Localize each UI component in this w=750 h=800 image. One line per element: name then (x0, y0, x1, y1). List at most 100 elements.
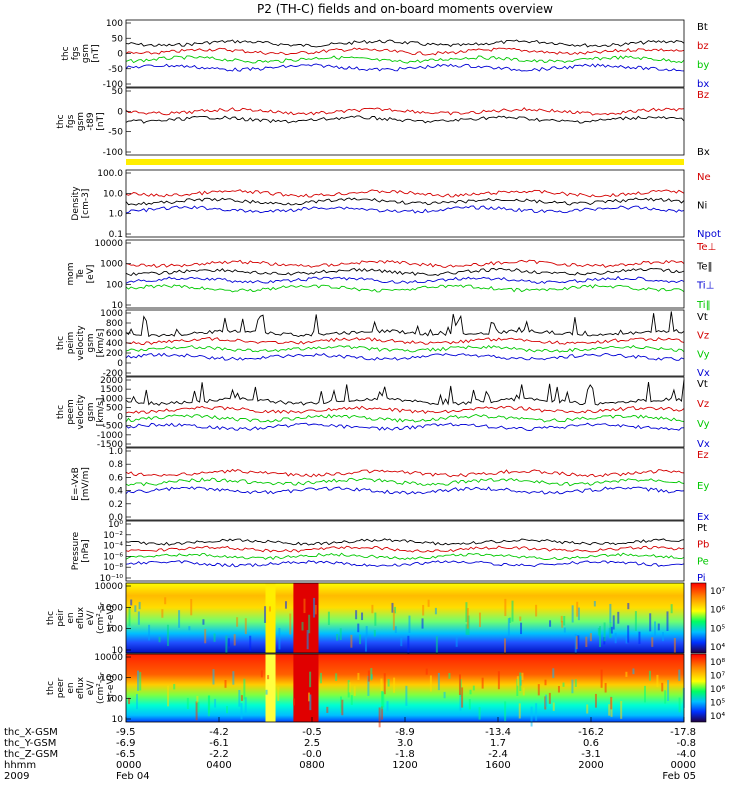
spectrogram-cell (422, 604, 425, 616)
colorbar-tick-label: 10⁸ (710, 658, 725, 668)
spectrogram-cell (309, 671, 312, 688)
y-tick-label: 200 (106, 349, 123, 359)
y-axis-label: eflux (76, 606, 86, 629)
x-tick-label: -6.1 (209, 738, 229, 749)
y-axis-label: thc (61, 46, 71, 60)
y-axis-label: gsm (81, 44, 91, 63)
spectrogram-cell (371, 604, 374, 614)
spectrogram-cell (224, 680, 227, 688)
spectrogram-cell (240, 703, 243, 720)
figure-title: P2 (TH-C) fields and on-board moments ov… (257, 2, 553, 16)
spectrogram-cell (405, 685, 408, 706)
panel-6 (125, 376, 685, 448)
spectrogram-cell (353, 686, 356, 696)
spectrogram-cell (571, 605, 574, 623)
spectrogram-cell (233, 634, 236, 646)
panel-3 (125, 169, 685, 238)
legend-Ex: Ex (697, 512, 709, 523)
spectrogram-cell (604, 682, 607, 693)
x-tick-label: -16.2 (578, 727, 604, 738)
spectrogram-cell (340, 696, 343, 713)
colorbar-tick-label: 10⁷ (710, 672, 725, 682)
spectrogram-cell (421, 618, 424, 629)
spectrogram-cell (651, 637, 654, 647)
spectrogram-cell (232, 671, 235, 685)
spectrogram-cell (455, 637, 458, 647)
spectrogram-cell (478, 612, 481, 628)
spectrogram-cell (392, 610, 395, 631)
spectrogram-cell (370, 668, 373, 681)
series-line-Vz (125, 337, 685, 345)
panel-frame (125, 169, 685, 238)
y-tick-label: 0 (117, 413, 123, 423)
y-tick-label: 0.4 (109, 487, 124, 497)
y-axis-label: gsm (86, 402, 96, 421)
x-tick-label: -9.5 (116, 727, 136, 738)
spectrogram-cell (549, 620, 552, 627)
legend-Te⊥: Te⊥ (696, 242, 716, 253)
spectrogram-cell (638, 631, 641, 644)
legend-Ne: Ne (697, 172, 711, 183)
spectrogram-cell (186, 697, 189, 710)
spectrogram-cell (548, 692, 551, 704)
spectrogram-cell (136, 694, 139, 710)
y-tick-label: 10⁻⁸ (103, 563, 123, 573)
spectrogram-cell (326, 706, 329, 713)
spectrogram-cell (437, 672, 440, 691)
series-line-Pb (125, 545, 685, 553)
y-tick-label: 100 (106, 625, 123, 635)
y-axis-label: Density (71, 186, 81, 221)
y-axis-label: [km/s] (96, 398, 106, 427)
panel-frame (125, 520, 685, 582)
y-tick-label: 600 (106, 329, 123, 339)
y-tick-label: 10000 (94, 239, 123, 249)
y-tick-label: 2000 (100, 376, 123, 386)
spectrogram-cell (530, 706, 533, 727)
y-axis-label: fgs (71, 46, 81, 60)
series-line-Ey (125, 477, 685, 487)
y-tick-label: 10.0 (103, 189, 123, 199)
y-tick-label: 0 (117, 107, 123, 117)
spectrogram-cell (214, 698, 217, 708)
y-tick-label: 1000 (100, 674, 123, 684)
y-axis-label: Te (76, 269, 86, 280)
panel-5 (125, 309, 685, 377)
series-line-Ti⊥ (125, 275, 685, 284)
y-axis-label: sr-eV) (106, 675, 116, 701)
y-tick-label: 800 (106, 319, 123, 329)
spectrogram-cell (339, 628, 342, 641)
y-axis-label: (cm²-s- (96, 672, 106, 704)
spectrogram-cell (309, 694, 312, 711)
spectrogram-cell (227, 638, 230, 647)
spectrogram-cell (381, 706, 384, 720)
y-tick-label: 0.6 (109, 473, 124, 483)
spectrogram-cell (243, 678, 246, 700)
spectrogram-cell (249, 635, 252, 651)
legend-Bz: Bz (697, 90, 709, 101)
panel-frame (125, 447, 685, 521)
legend-Vz: Vz (697, 399, 709, 410)
spectrogram-cell (648, 670, 651, 681)
legend-by: by (697, 60, 709, 71)
x-tick-label: -0.8 (676, 738, 696, 749)
spectrogram-cell (394, 606, 397, 614)
spectrogram-cell (472, 685, 475, 691)
x-tick-label: 2.5 (304, 738, 320, 749)
spectrogram-cell (391, 602, 394, 613)
spectrogram-cell (207, 695, 210, 717)
legend-Ti⊥: Ti⊥ (696, 281, 714, 292)
spectrogram-cell (521, 672, 524, 681)
spectrogram-cell (394, 626, 397, 634)
spectrogram-cell (178, 610, 181, 628)
panel-frame (125, 376, 685, 448)
series-line-Ex (125, 486, 685, 495)
colorbar-tick-label: 10⁶ (710, 606, 725, 616)
spectrogram-cell (350, 695, 353, 705)
spectrogram-cell (319, 672, 322, 684)
y-tick-label: 1000 (100, 260, 123, 270)
x-tick-label: 0000 (671, 760, 696, 771)
spectrogram-cell (535, 604, 538, 617)
spectrogram-cell (130, 599, 133, 606)
y-axis-label: thc (56, 336, 66, 350)
spectrogram-cell (373, 629, 376, 637)
